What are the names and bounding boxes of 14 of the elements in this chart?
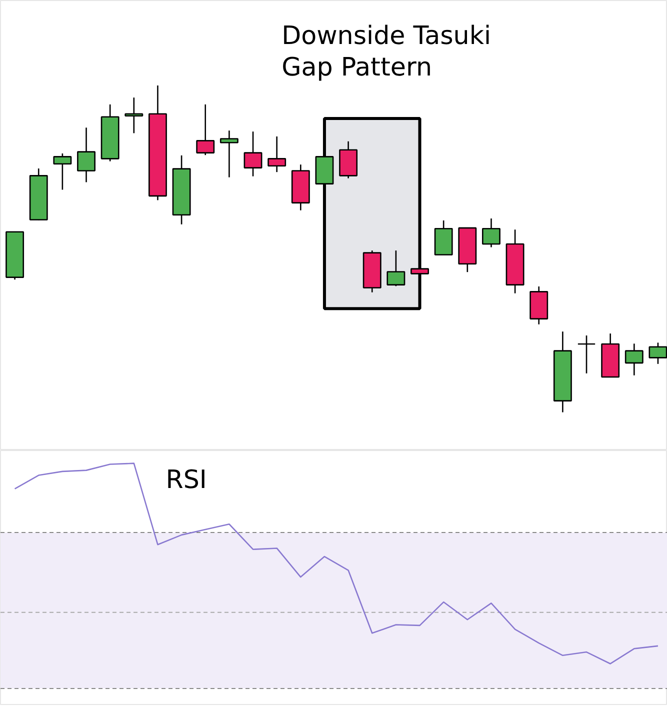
candlestick [386,250,406,287]
candlestick [244,130,262,177]
candlestick [624,342,644,376]
candlestick [268,136,286,173]
candlestick [124,96,144,134]
candlestick [482,218,500,248]
text: Downside Tasuki Gap Pattern [282,20,492,82]
candlestick [196,104,215,156]
annotation: RSI [166,464,207,494]
candlestick [577,334,596,374]
candlestick [77,126,96,183]
candlestick [220,130,238,178]
candlestick [53,152,72,190]
candlestick [648,342,667,365]
